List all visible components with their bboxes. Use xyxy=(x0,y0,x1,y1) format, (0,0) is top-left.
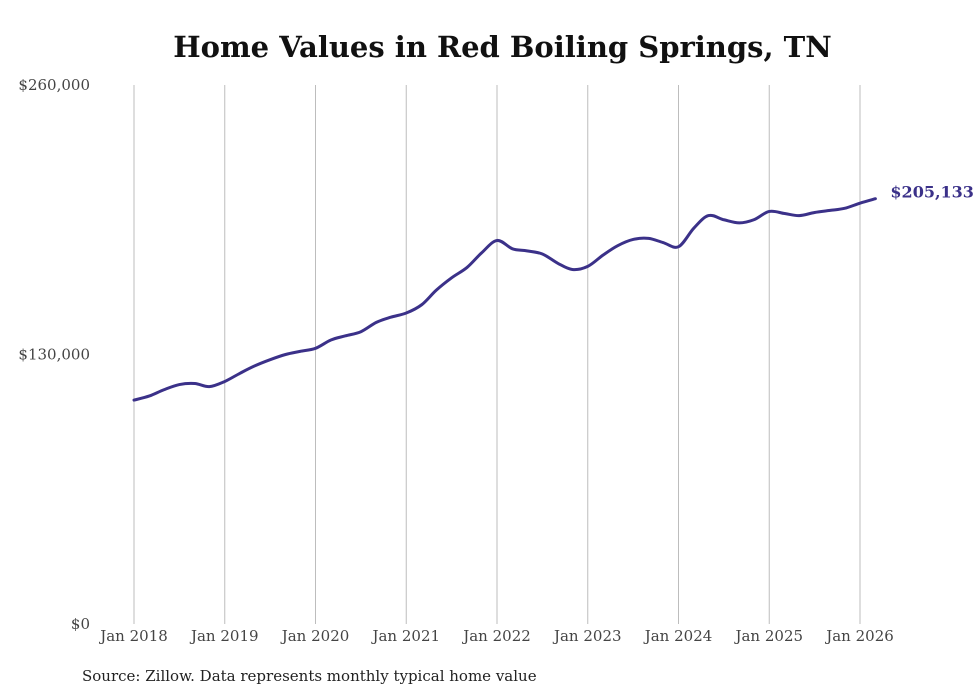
x-tick-label: Jan 2024 xyxy=(643,627,713,645)
series-line xyxy=(132,197,877,402)
x-tick-label: Jan 2021 xyxy=(370,627,440,645)
y-tick-label: $260,000 xyxy=(18,76,90,94)
chart-title: Home Values in Red Boiling Springs, TN xyxy=(173,30,832,64)
source-note: Source: Zillow. Data represents monthly … xyxy=(82,667,537,685)
x-tick-label: Jan 2020 xyxy=(280,627,350,645)
x-tick-label: Jan 2018 xyxy=(98,627,168,645)
x-axis-ticks: Jan 2018 Jan 2019 Jan 2020 Jan 2021 Jan 2022… xyxy=(98,627,894,645)
x-tick-label: Jan 2019 xyxy=(189,627,259,645)
x-tick-label: Jan 2023 xyxy=(552,627,622,645)
x-tick-label: Jan 2022 xyxy=(461,627,531,645)
line-chart: $0$130,000$260,000 Jan 2018 Jan 2019 Jan 2… xyxy=(18,76,974,645)
end-value-label: $205,133 xyxy=(890,183,974,202)
x-tick-label: Jan 2025 xyxy=(733,627,803,645)
gridlines xyxy=(133,85,861,624)
x-tick-label: Jan 2026 xyxy=(824,627,894,645)
y-axis-ticks: $0 $130,000 $260,000 xyxy=(18,76,90,633)
y-tick-label: $0 xyxy=(71,615,90,633)
y-tick-label: $130,000 xyxy=(18,346,90,364)
